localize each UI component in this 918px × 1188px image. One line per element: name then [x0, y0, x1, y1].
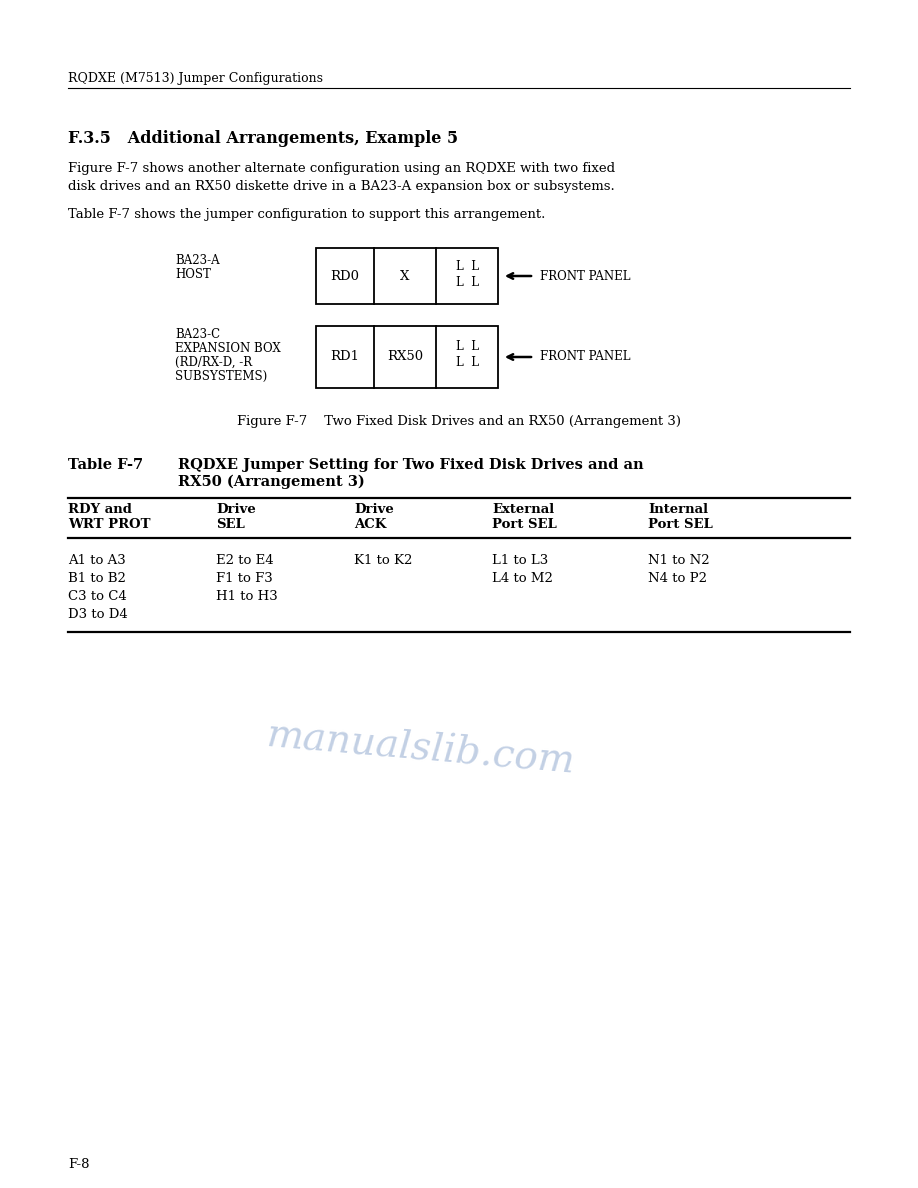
Text: Port SEL: Port SEL: [648, 518, 712, 531]
Text: RX50 (Arrangement 3): RX50 (Arrangement 3): [178, 475, 364, 489]
Text: Table F-7: Table F-7: [68, 459, 143, 472]
Text: FRONT PANEL: FRONT PANEL: [540, 270, 631, 283]
Text: (RD/RX-D, -R: (RD/RX-D, -R: [175, 356, 252, 369]
Text: Internal: Internal: [648, 503, 708, 516]
Text: L4 to M2: L4 to M2: [492, 571, 553, 584]
Text: E2 to E4: E2 to E4: [216, 554, 274, 567]
Text: L  L: L L: [455, 276, 478, 289]
Text: C3 to C4: C3 to C4: [68, 590, 127, 604]
Text: L  L: L L: [455, 259, 478, 272]
Text: RD0: RD0: [330, 270, 360, 283]
Text: N1 to N2: N1 to N2: [648, 554, 710, 567]
Text: F1 to F3: F1 to F3: [216, 571, 273, 584]
Text: Table F-7 shows the jumper configuration to support this arrangement.: Table F-7 shows the jumper configuration…: [68, 208, 545, 221]
Text: FRONT PANEL: FRONT PANEL: [540, 350, 631, 364]
Text: N4 to P2: N4 to P2: [648, 571, 707, 584]
Text: L1 to L3: L1 to L3: [492, 554, 548, 567]
Text: X: X: [400, 270, 409, 283]
Text: L  L: L L: [455, 356, 478, 369]
Bar: [316, 326, 498, 388]
Text: K1 to K2: K1 to K2: [354, 554, 412, 567]
Text: B1 to B2: B1 to B2: [68, 571, 126, 584]
Text: BA23-C: BA23-C: [175, 328, 220, 341]
Text: RQDXE Jumper Setting for Two Fixed Disk Drives and an: RQDXE Jumper Setting for Two Fixed Disk …: [178, 459, 644, 472]
Text: EXPANSION BOX: EXPANSION BOX: [175, 342, 281, 355]
Text: RX50: RX50: [387, 350, 423, 364]
Text: Drive: Drive: [354, 503, 394, 516]
Text: disk drives and an RX50 diskette drive in a BA23-A expansion box or subsystems.: disk drives and an RX50 diskette drive i…: [68, 181, 615, 192]
Text: RD1: RD1: [330, 350, 360, 364]
Text: Port SEL: Port SEL: [492, 518, 556, 531]
Text: H1 to H3: H1 to H3: [216, 590, 278, 604]
Text: BA23-A: BA23-A: [175, 254, 219, 267]
Text: manualslib.com: manualslib.com: [264, 718, 576, 782]
Text: ACK: ACK: [354, 518, 386, 531]
Text: Figure F-7 shows another alternate configuration using an RQDXE with two fixed: Figure F-7 shows another alternate confi…: [68, 162, 615, 175]
Text: External: External: [492, 503, 554, 516]
Bar: [316, 248, 498, 304]
Text: Figure F-7    Two Fixed Disk Drives and an RX50 (Arrangement 3): Figure F-7 Two Fixed Disk Drives and an …: [237, 415, 681, 428]
Text: F-8: F-8: [68, 1158, 89, 1171]
Text: WRT PROT: WRT PROT: [68, 518, 151, 531]
Text: F.3.5   Additional Arrangements, Example 5: F.3.5 Additional Arrangements, Example 5: [68, 129, 458, 147]
Text: RDY and: RDY and: [68, 503, 132, 516]
Text: A1 to A3: A1 to A3: [68, 554, 126, 567]
Text: SEL: SEL: [216, 518, 245, 531]
Text: HOST: HOST: [175, 268, 211, 282]
Text: L  L: L L: [455, 341, 478, 354]
Text: SUBSYSTEMS): SUBSYSTEMS): [175, 369, 267, 383]
Text: D3 to D4: D3 to D4: [68, 608, 128, 621]
Text: Drive: Drive: [216, 503, 256, 516]
Text: RQDXE (M7513) Jumper Configurations: RQDXE (M7513) Jumper Configurations: [68, 72, 323, 86]
